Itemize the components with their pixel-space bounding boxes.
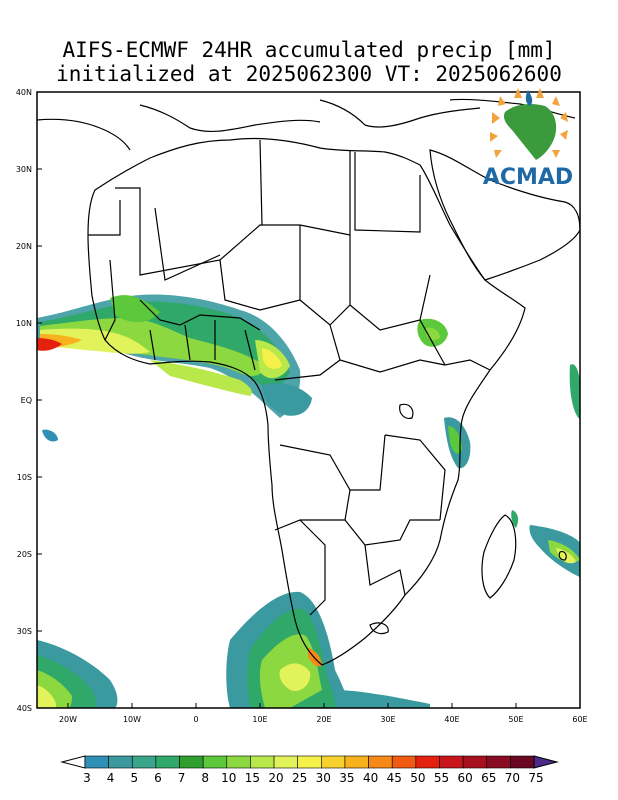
- colorbar-swatch: [250, 755, 275, 769]
- lon-label: 50E: [508, 715, 523, 724]
- lat-label: 20N: [16, 242, 32, 251]
- colorbar-swatch: [202, 755, 228, 769]
- colorbar-label: 40: [363, 771, 378, 785]
- colorbar-label: 35: [339, 771, 354, 785]
- colorbar-swatch: [368, 755, 393, 769]
- lat-label: 10S: [17, 473, 32, 482]
- chart-title-line2: initialized at 2025062300 VT: 2025062600: [56, 62, 562, 86]
- colorbar: 3 4 5 6 7 8 10 15 20 25 30 35 40 45 50 55 60 65 70 75: [60, 755, 559, 785]
- colorbar-swatch: [108, 755, 133, 769]
- colorbar-swatch: [131, 755, 157, 769]
- colorbar-label: 75: [528, 771, 543, 785]
- colorbar-label: 10: [221, 771, 236, 785]
- colorbar-label: 25: [292, 771, 307, 785]
- lon-labels: 20W 10W 0 10E 20E 30E 40E 50E 60E: [59, 715, 588, 724]
- lon-label: 20E: [316, 715, 331, 724]
- lon-label: 40E: [444, 715, 459, 724]
- colorbar-swatch: [486, 755, 511, 769]
- lat-label: 40N: [16, 88, 32, 97]
- colorbar-label: 7: [178, 771, 186, 785]
- colorbar-swatch: [344, 755, 369, 769]
- colorbar-swatch: [439, 755, 464, 769]
- chart-title-line1: AIFS-ECMWF 24HR accumulated precip [mm]: [62, 38, 556, 62]
- colorbar-label: 50: [410, 771, 425, 785]
- lat-labels: 40N 30N 20N 10N EQ 10S 20S 30S 40S: [16, 88, 32, 713]
- lat-label: EQ: [21, 396, 32, 405]
- colorbar-label: 5: [130, 771, 138, 785]
- coastlines-borders: [37, 98, 580, 666]
- colorbar-label: 15: [245, 771, 260, 785]
- colorbar-label: 30: [316, 771, 331, 785]
- colorbar-min-arrow: [60, 755, 86, 769]
- colorbar-label: 20: [268, 771, 283, 785]
- colorbar-label: 60: [457, 771, 472, 785]
- colorbar-label: 65: [481, 771, 496, 785]
- lat-label: 40S: [17, 704, 32, 713]
- lat-label: 10N: [16, 319, 32, 328]
- colorbar-label: 3: [83, 771, 91, 785]
- logo-text: ACMAD: [483, 165, 573, 190]
- colorbar-label: 55: [434, 771, 449, 785]
- colorbar-swatch: [226, 755, 251, 769]
- lon-label: 10E: [252, 715, 267, 724]
- lat-label: 30N: [16, 165, 32, 174]
- colorbar-label: 70: [505, 771, 520, 785]
- lon-label: 20W: [59, 715, 77, 724]
- lon-label: 30E: [380, 715, 395, 724]
- lat-label: 20S: [17, 550, 32, 559]
- lon-label: 10W: [123, 715, 141, 724]
- lon-label: 0: [193, 715, 198, 724]
- colorbar-swatch: [321, 755, 346, 769]
- colorbar-swatch: [510, 755, 535, 769]
- africa-sun-logo: ACMAD: [483, 88, 573, 190]
- colorbar-swatch: [155, 755, 180, 769]
- lat-label: 30S: [17, 627, 32, 636]
- colorbar-label: 4: [107, 771, 115, 785]
- colorbar-label: 6: [154, 771, 162, 785]
- colorbar-swatch: [297, 755, 322, 769]
- colorbar-swatch: [273, 755, 298, 769]
- colorbar-swatch: [179, 755, 204, 769]
- precip-field: [37, 294, 580, 708]
- colorbar-label: 8: [201, 771, 209, 785]
- lon-label: 60E: [572, 715, 587, 724]
- colorbar-swatch: [415, 755, 440, 769]
- colorbar-swatch: [462, 755, 488, 769]
- colorbar-swatch: [391, 755, 417, 769]
- colorbar-swatch: [84, 755, 109, 769]
- colorbar-label: 45: [387, 771, 402, 785]
- colorbar-max-arrow: [533, 755, 559, 769]
